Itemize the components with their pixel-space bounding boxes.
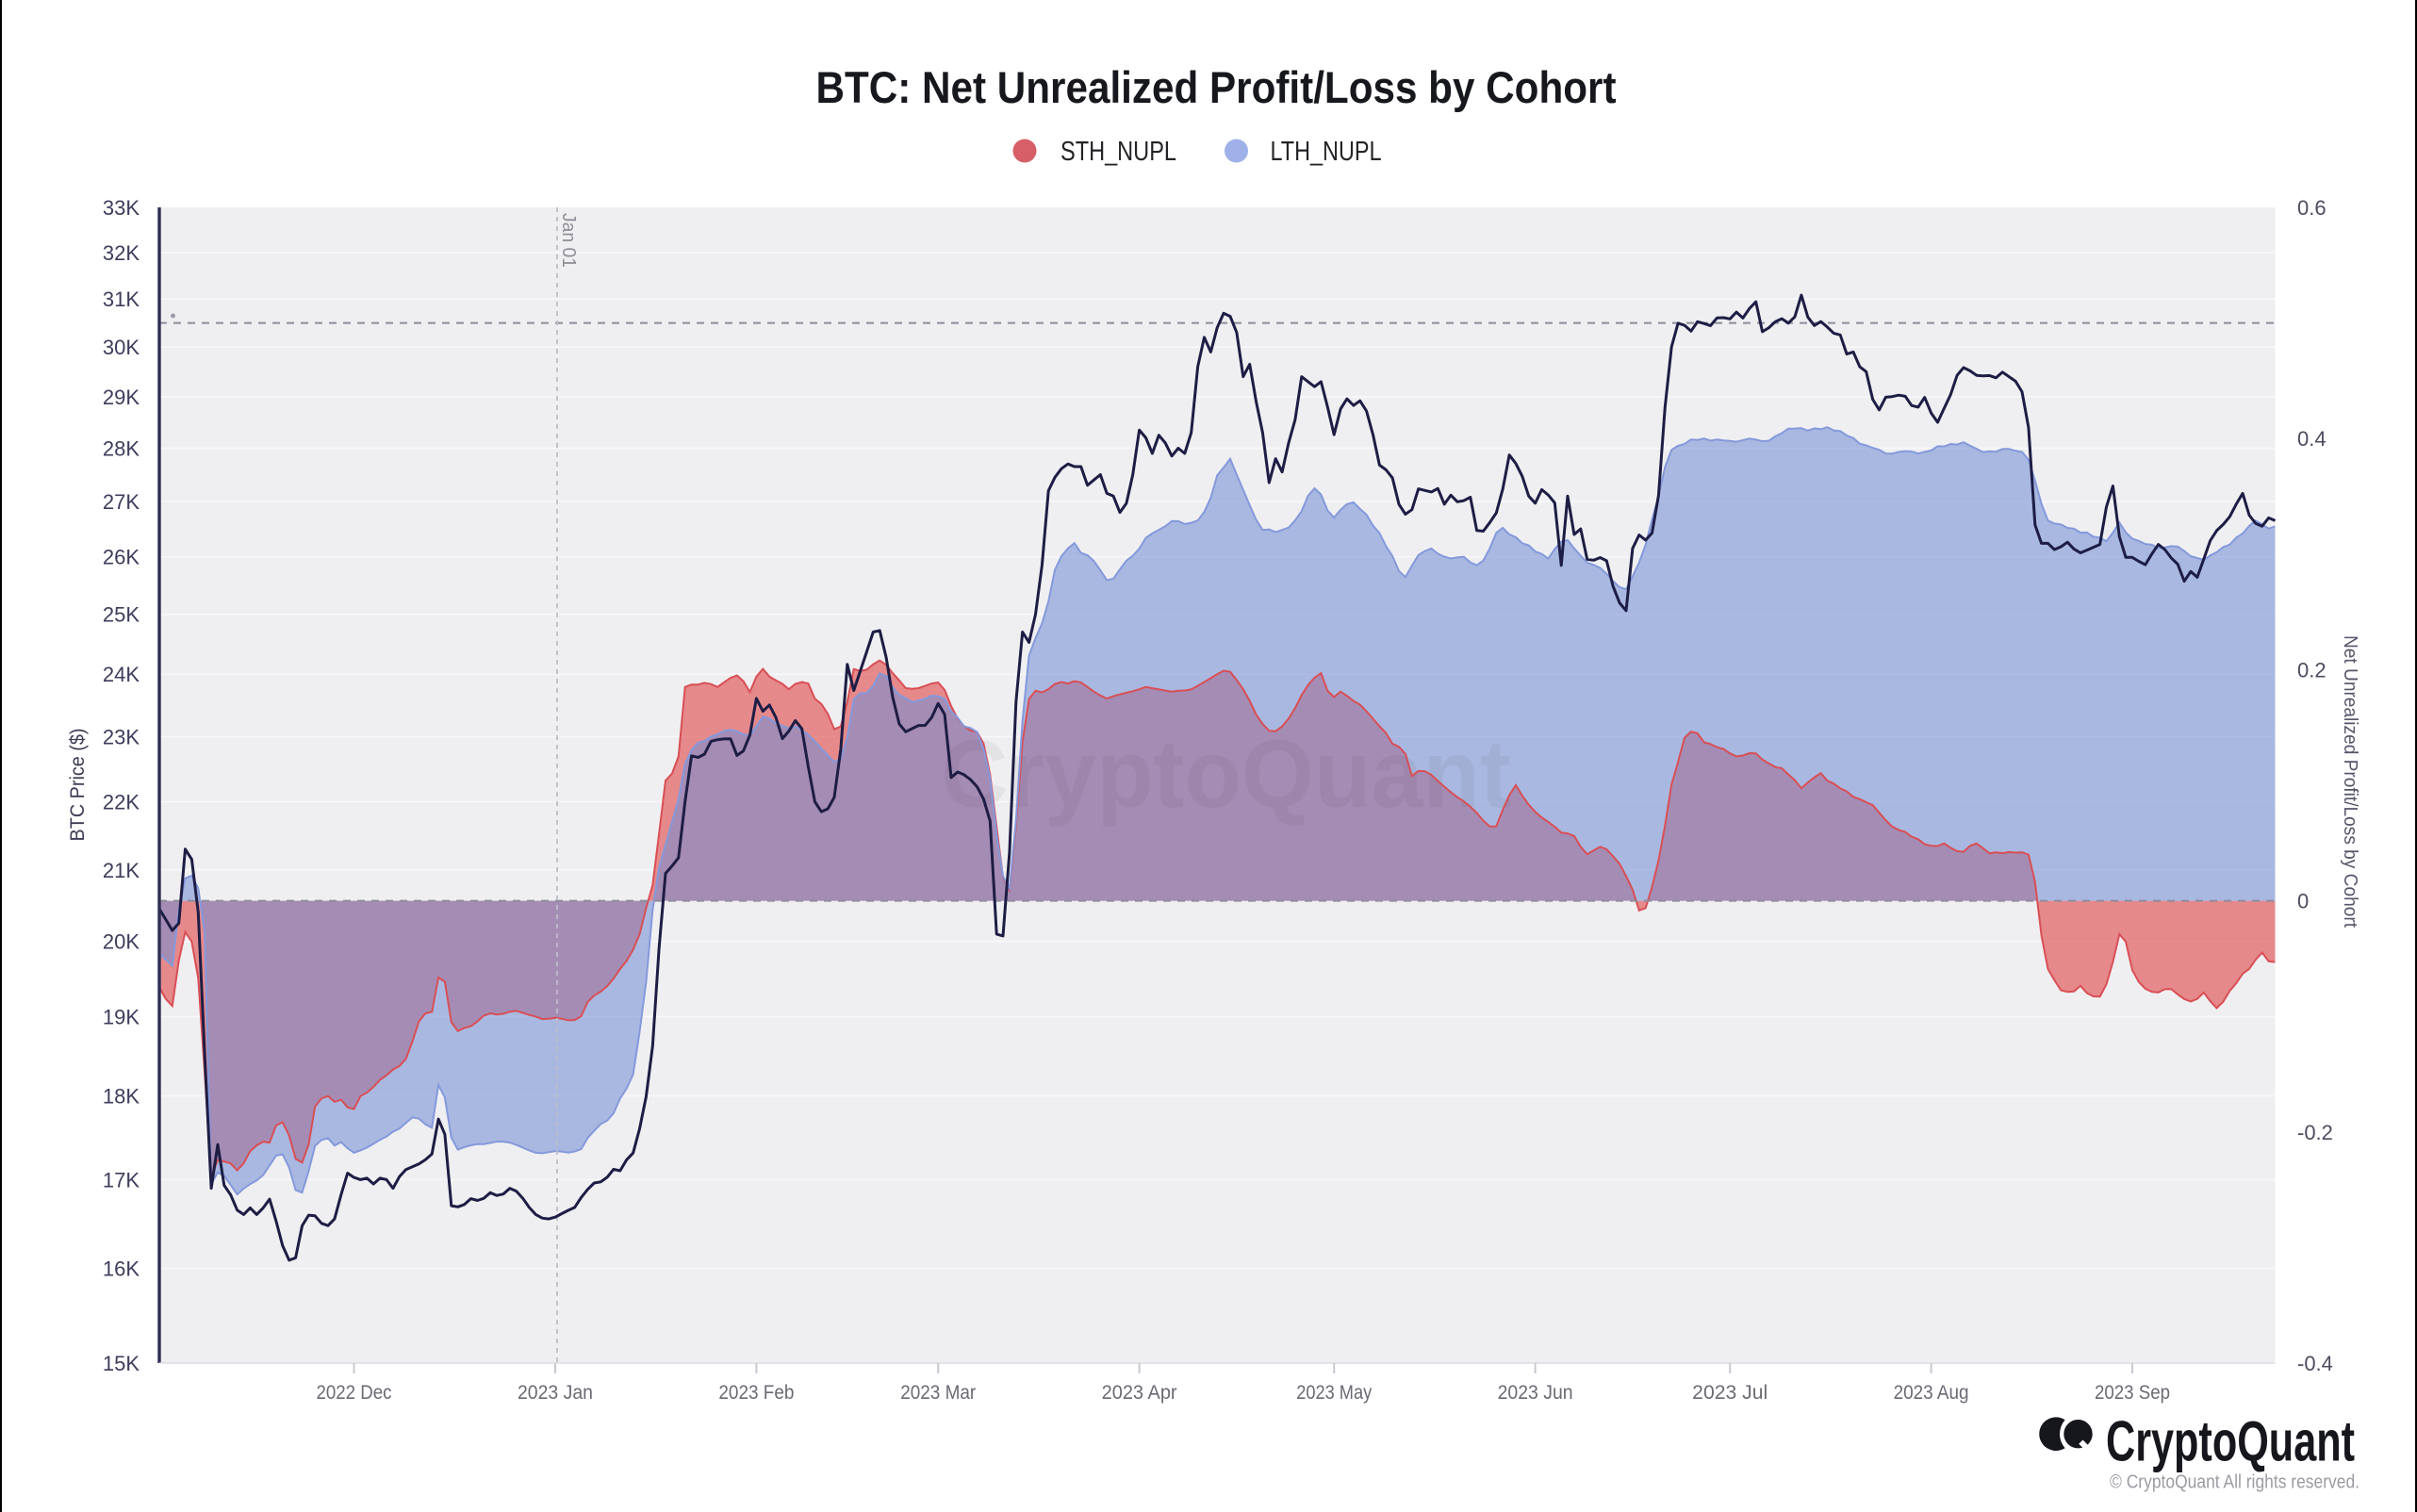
svg-text:23K: 23K [103,725,140,748]
svg-text:22K: 22K [103,791,140,814]
svg-text:32K: 32K [103,241,140,265]
svg-text:2022 Dec: 2022 Dec [317,1382,392,1404]
svg-text:© CryptoQuant All rights reser: © CryptoQuant All rights reserved. [2110,1472,2359,1493]
svg-text:Jan 01: Jan 01 [558,213,579,268]
svg-text:-0.4: -0.4 [2297,1352,2333,1375]
svg-text:2023 Jul: 2023 Jul [1692,1382,1768,1404]
svg-text:2023 Jun: 2023 Jun [1498,1382,1573,1404]
svg-text:BTC: Net Unrealized Profit/Los: BTC: Net Unrealized Profit/Loss by Cohor… [816,62,1617,112]
svg-text:0.2: 0.2 [2297,658,2327,682]
svg-text:21K: 21K [103,859,140,882]
svg-text:Net Unrealized Profit/Loss by: Net Unrealized Profit/Loss by Cohort [2340,635,2360,928]
svg-text:0.4: 0.4 [2297,427,2327,451]
svg-text:26K: 26K [103,546,140,569]
svg-text:29K: 29K [103,386,140,409]
svg-text:STH_NUPL: STH_NUPL [1061,137,1176,167]
svg-text:25K: 25K [103,603,140,627]
svg-text:18K: 18K [103,1085,140,1109]
svg-text:24K: 24K [103,663,140,686]
svg-text:31K: 31K [103,288,140,311]
svg-text:-0.2: -0.2 [2297,1121,2333,1144]
svg-text:2023 Feb: 2023 Feb [718,1382,794,1404]
svg-text:0: 0 [2297,890,2309,913]
svg-text:17K: 17K [103,1168,140,1192]
svg-text:27K: 27K [103,490,140,514]
svg-text:15K: 15K [103,1352,140,1375]
svg-text:2023 Mar: 2023 Mar [900,1382,976,1404]
svg-text:BTC Price ($): BTC Price ($) [67,729,89,842]
svg-text:2023 Aug: 2023 Aug [1894,1382,1969,1404]
svg-text:2023 Sep: 2023 Sep [2095,1382,2170,1404]
svg-text:30K: 30K [103,336,140,359]
svg-text:16K: 16K [103,1257,140,1281]
svg-text:19K: 19K [103,1005,140,1028]
svg-text:33K: 33K [103,196,140,220]
svg-text:2023 Apr: 2023 Apr [1102,1382,1177,1404]
svg-text:CryptoQuant: CryptoQuant [941,720,1511,828]
svg-text:LTH_NUPL: LTH_NUPL [1271,137,1382,167]
svg-text:28K: 28K [103,437,140,461]
svg-text:CryptoQuant: CryptoQuant [2106,1410,2355,1473]
svg-text:2023 Jan: 2023 Jan [518,1382,593,1404]
svg-text:20K: 20K [103,930,140,954]
svg-text:2023 May: 2023 May [1296,1382,1372,1404]
svg-text:0.6: 0.6 [2297,196,2327,220]
